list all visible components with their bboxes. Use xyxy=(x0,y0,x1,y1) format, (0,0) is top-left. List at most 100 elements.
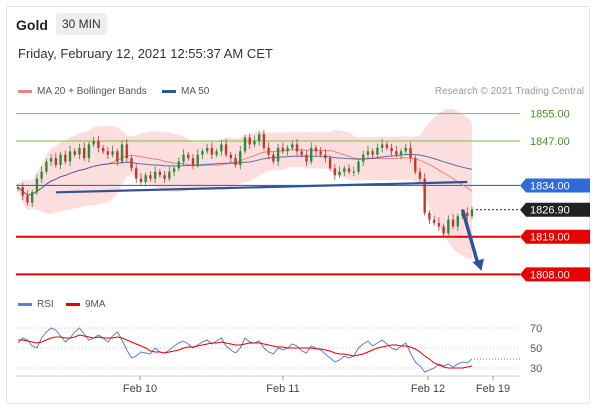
candle xyxy=(78,143,81,160)
candle-body xyxy=(149,175,152,179)
candle xyxy=(428,210,431,225)
candle xyxy=(376,143,379,158)
candle-body xyxy=(239,151,242,165)
candle xyxy=(328,155,332,172)
candle-body xyxy=(300,151,303,155)
x-axis-tick-label: Feb 11 xyxy=(266,383,299,395)
candle xyxy=(187,151,190,161)
candle-body xyxy=(347,168,351,172)
candle-body xyxy=(73,151,76,155)
candle-body xyxy=(390,147,393,152)
candle xyxy=(40,166,43,184)
candle-body xyxy=(224,144,228,155)
candle-body xyxy=(35,178,39,193)
legend-ma9[interactable]: 9MA xyxy=(66,299,106,310)
candle xyxy=(64,150,67,165)
candle-body xyxy=(125,144,128,159)
candle xyxy=(248,133,251,149)
candle xyxy=(54,152,58,168)
candle-body xyxy=(338,171,341,176)
candle-body xyxy=(21,187,24,196)
candle-body xyxy=(451,219,455,227)
legend-rsi[interactable]: RSI xyxy=(18,299,54,310)
candle-body xyxy=(328,158,332,169)
candle xyxy=(45,158,48,175)
candle-body xyxy=(97,141,100,148)
candle xyxy=(291,140,294,151)
candle xyxy=(333,164,337,180)
candle xyxy=(404,143,407,155)
candle xyxy=(276,143,280,166)
candle xyxy=(16,184,20,192)
candle-body xyxy=(116,151,119,162)
candle-body xyxy=(272,154,275,162)
candle-body xyxy=(286,147,289,152)
candle-body xyxy=(158,171,162,176)
candle xyxy=(447,215,450,238)
candle xyxy=(371,148,374,160)
x-axis-tick-label: Feb 12 xyxy=(411,383,445,395)
candle xyxy=(87,141,91,163)
legend-rsi-label: RSI xyxy=(37,299,54,310)
candle-body xyxy=(395,151,398,155)
candle-body xyxy=(362,154,365,162)
candle xyxy=(49,154,53,166)
candle xyxy=(239,145,242,170)
candle xyxy=(163,171,166,184)
candle-body xyxy=(92,141,95,145)
price-level-label: 1855.00 xyxy=(530,109,570,121)
candle xyxy=(442,223,445,237)
candle-body xyxy=(135,168,138,179)
candle xyxy=(470,206,474,219)
candle-body xyxy=(442,226,445,234)
candle-body xyxy=(26,195,29,203)
candle-body xyxy=(106,151,110,155)
candle xyxy=(205,143,209,155)
x-axis-tick-label: Feb 19 xyxy=(476,383,510,395)
candle xyxy=(125,138,128,163)
x-axis-tick-label: Feb 10 xyxy=(123,383,157,395)
legend-ma9-label: 9MA xyxy=(85,299,106,310)
candle xyxy=(437,217,441,231)
candle xyxy=(144,172,147,187)
candle-body xyxy=(310,147,313,162)
price-level-label: 1826.90 xyxy=(530,205,570,217)
candle xyxy=(139,173,143,185)
candle-body xyxy=(229,154,233,159)
candle-body xyxy=(68,151,72,162)
candle-body xyxy=(333,168,337,176)
candle xyxy=(362,150,365,166)
candle-body xyxy=(130,158,133,169)
legend-ma50-label: MA 50 xyxy=(181,86,210,97)
candle-body xyxy=(139,178,143,183)
candle xyxy=(106,147,110,160)
candle-body xyxy=(447,219,450,234)
legend-ma20[interactable]: MA 20 + Bollinger Bands xyxy=(18,86,147,97)
candle xyxy=(21,183,24,201)
candle xyxy=(390,143,393,156)
candle-body xyxy=(234,158,237,165)
timeframe-badge[interactable]: 30 MIN xyxy=(56,13,107,35)
candle xyxy=(116,148,119,166)
candle-body xyxy=(196,154,199,165)
credit-text: Research © 2021 Trading Central xyxy=(434,86,584,97)
candle-body xyxy=(191,158,195,165)
candle xyxy=(83,142,86,161)
candle-body xyxy=(399,151,403,155)
candle-body xyxy=(111,151,114,155)
candle xyxy=(366,145,370,158)
candle xyxy=(281,142,285,155)
forecast-arrow-shaft xyxy=(460,209,481,267)
candle-body xyxy=(437,223,441,227)
legend-ma50[interactable]: MA 50 xyxy=(162,86,209,97)
price-label-1819.00: 1819.00 xyxy=(520,229,590,244)
candle xyxy=(399,148,403,160)
candle xyxy=(158,169,162,178)
candle-body xyxy=(366,151,370,155)
candle xyxy=(172,165,176,177)
candle-body xyxy=(314,147,318,152)
candle xyxy=(135,164,138,184)
candle xyxy=(215,148,218,158)
rsi-ma9-line xyxy=(18,334,473,369)
candle-body xyxy=(182,154,185,162)
